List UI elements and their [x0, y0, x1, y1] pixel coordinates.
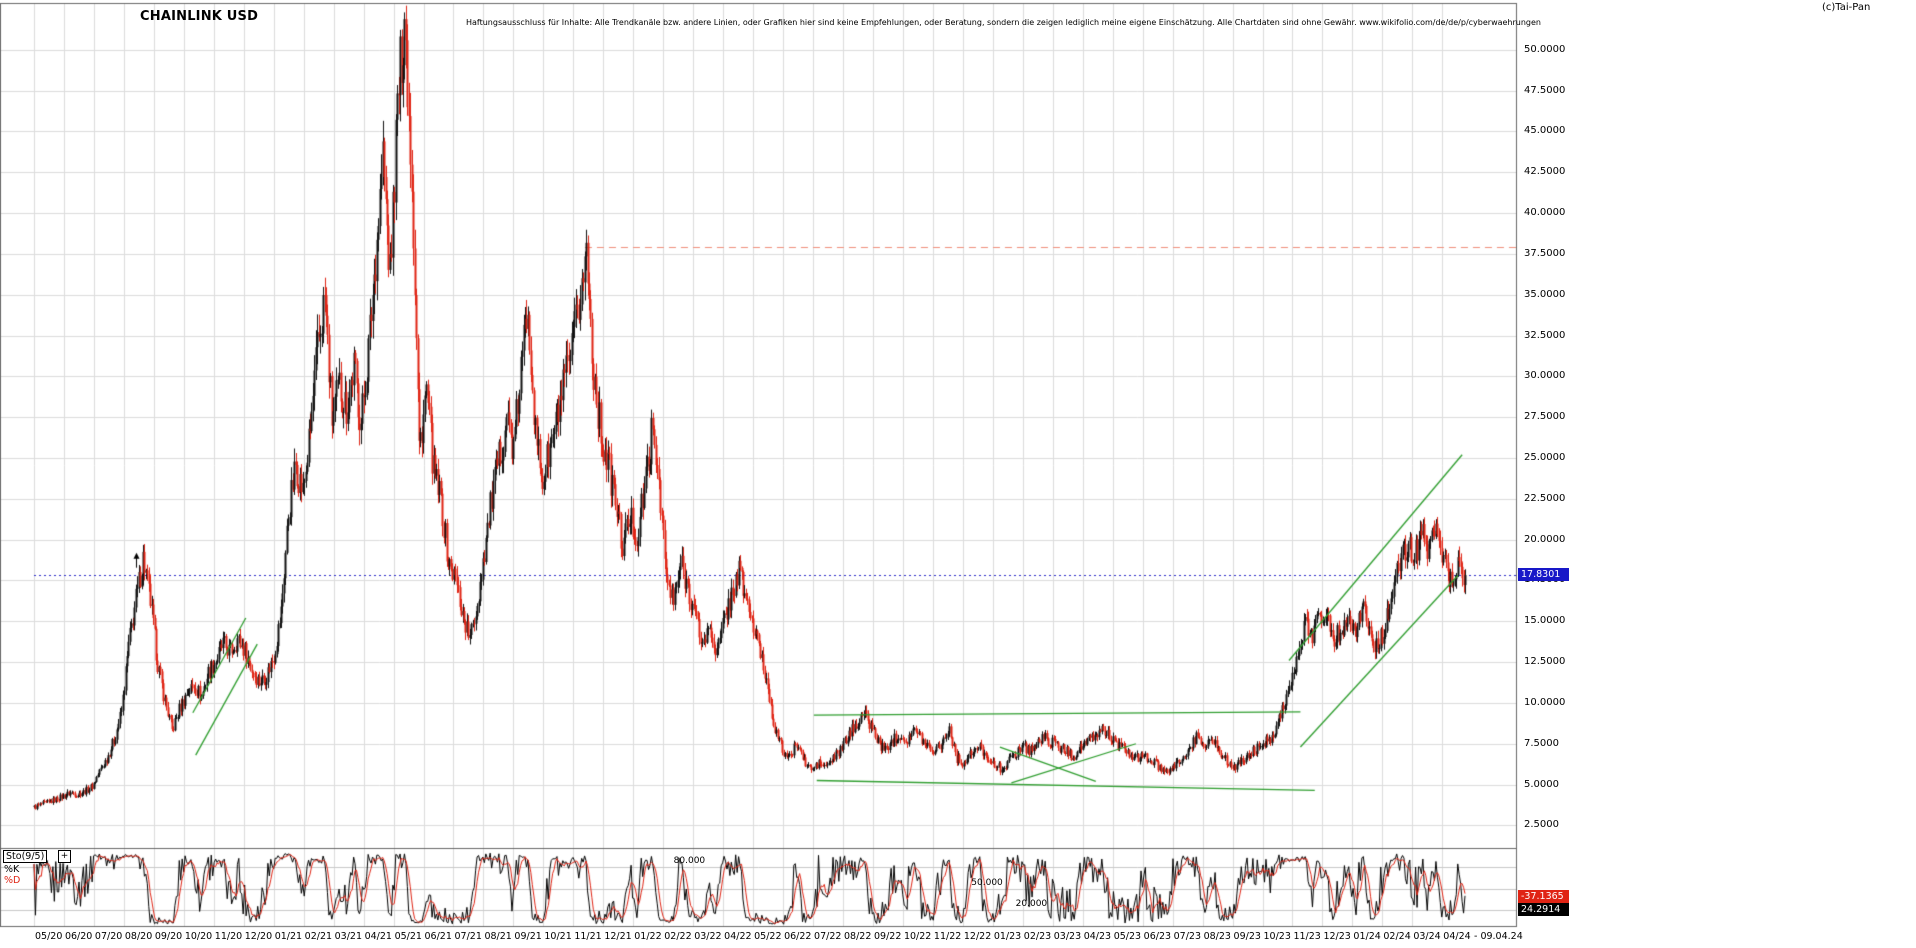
- y-axis-label: 10.0000: [1524, 696, 1566, 708]
- y-axis-label: 7.5000: [1524, 737, 1559, 749]
- x-axis-label: 08/21: [484, 931, 512, 942]
- disclaimer-text: Haftungsausschluss für Inhalte: Alle Tre…: [466, 18, 1542, 27]
- x-axis-label: 11/21: [574, 931, 602, 942]
- x-axis-label: 11/22: [933, 931, 962, 942]
- x-axis-label: 05/23: [1113, 931, 1142, 942]
- y-axis-label: 32.5000: [1524, 329, 1566, 341]
- x-axis-label: 07/23: [1173, 931, 1202, 942]
- y-axis-label: 40.0000: [1524, 207, 1566, 219]
- x-axis-label: 03/24: [1413, 931, 1441, 942]
- x-axis-label: 05/22: [754, 931, 782, 942]
- x-axis-label: 05/20: [35, 931, 63, 942]
- y-axis-label: 15.0000: [1524, 615, 1566, 627]
- x-axis-label: 08/20: [124, 931, 153, 942]
- indicator-level-label: 20.000: [1015, 899, 1048, 910]
- x-axis-label: 06/22: [784, 931, 812, 942]
- x-axis-label: 07/22: [814, 931, 842, 942]
- y-axis-label: 42.5000: [1524, 166, 1566, 178]
- indicator-level-label: 50.000: [971, 877, 1003, 888]
- x-axis-label: 02/24: [1383, 931, 1411, 942]
- y-axis-label: 2.5000: [1524, 819, 1559, 831]
- x-axis-label: 08/23: [1203, 931, 1231, 942]
- x-axis-label: 03/21: [334, 931, 363, 942]
- x-axis-label: 07/20: [94, 931, 123, 942]
- x-axis-label: 02/22: [664, 931, 692, 942]
- x-axis-label: 03/23: [1053, 931, 1082, 942]
- y-axis-label: 20.0000: [1524, 533, 1566, 545]
- y-axis-label: 12.5000: [1524, 656, 1566, 668]
- y-axis-label: 27.5000: [1524, 411, 1566, 423]
- x-axis-label: 05/21: [394, 931, 422, 942]
- x-axis-label: 06/21: [424, 931, 452, 942]
- x-axis-label: 02/23: [1023, 931, 1052, 942]
- x-axis-label: 08/22: [844, 931, 872, 942]
- y-axis-label: 37.5000: [1524, 247, 1566, 259]
- x-axis-label: 10/20: [184, 931, 213, 942]
- indicator-d-label: %D: [4, 875, 21, 886]
- indicator-expand-button[interactable]: +: [58, 850, 71, 863]
- x-axis-label: 01/21: [274, 931, 303, 942]
- chart-title: CHAINLINK USD: [140, 9, 259, 24]
- x-axis-label: 12/23: [1323, 931, 1351, 942]
- x-axis-label: 10/21: [544, 931, 572, 942]
- x-axis-label: 01/22: [634, 931, 662, 942]
- y-axis-label: 30.0000: [1524, 370, 1566, 382]
- y-axis-label: 35.0000: [1524, 288, 1566, 300]
- x-axis-label: 09/20: [154, 931, 183, 942]
- copyright-label: (c)Tai-Pan: [1822, 2, 1871, 13]
- x-axis-label: 04/24: [1443, 931, 1471, 942]
- indicator-k-label: %K: [4, 864, 20, 875]
- x-axis-label: 07/21: [454, 931, 482, 942]
- x-axis: - 09.04.24 05/20 06/20 07/20 08/20 09/20 10/2…: [0, 931, 1916, 944]
- y-axis-label: 47.5000: [1524, 84, 1566, 96]
- x-axis-label: 03/22: [694, 931, 722, 942]
- x-axis-label: 12/20: [244, 931, 273, 942]
- x-axis-label: 04/23: [1083, 931, 1112, 942]
- x-axis-label: 04/21: [364, 931, 392, 942]
- x-axis-label: 11/23: [1293, 931, 1321, 942]
- x-axis-label: 01/24: [1353, 931, 1381, 942]
- x-axis-label: 12/22: [963, 931, 992, 942]
- x-axis-label: 02/21: [304, 931, 333, 942]
- x-axis-label: 12/21: [604, 931, 632, 942]
- indicator-k-value-badge: 24.2914: [1518, 903, 1569, 917]
- x-axis-label: 10/23: [1263, 931, 1291, 942]
- x-axis-label: 09/21: [514, 931, 542, 942]
- current-price-badge: 17.8301: [1518, 568, 1569, 582]
- x-axis-label: 11/20: [214, 931, 243, 942]
- indicator-d-value-badge: -37.1365: [1518, 889, 1569, 903]
- y-axis-label: 50.0000: [1524, 43, 1566, 55]
- x-axis-label: 09/22: [873, 931, 902, 942]
- y-axis-label: 5.0000: [1524, 778, 1559, 790]
- y-axis-label: 45.0000: [1524, 125, 1566, 137]
- y-axis-label: 25.0000: [1524, 451, 1566, 463]
- indicator-name: Sto(9/5): [3, 850, 48, 863]
- x-axis-label: 01/23: [993, 931, 1022, 942]
- x-axis-label: 06/23: [1143, 931, 1172, 942]
- y-axis-label: 22.5000: [1524, 492, 1566, 504]
- x-axis-label: 04/22: [724, 931, 752, 942]
- x-axis-label: 06/20: [64, 931, 93, 942]
- x-axis-label: 09/23: [1233, 931, 1261, 942]
- x-axis-end-label: - 09.04.24: [1474, 931, 1523, 942]
- indicator-level-label: 80.000: [673, 855, 706, 866]
- x-axis-label: 10/22: [903, 931, 932, 942]
